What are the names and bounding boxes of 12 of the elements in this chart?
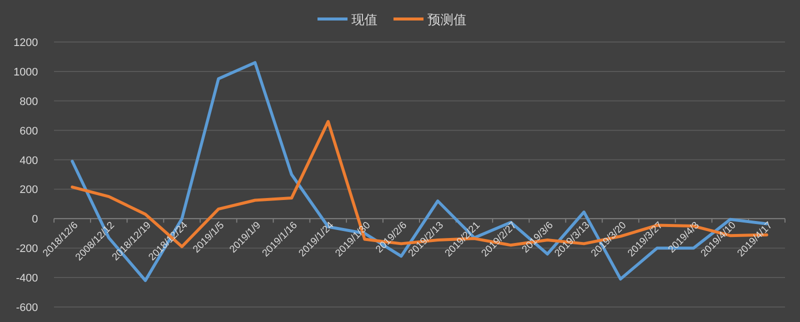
legend-label: 预测值 [428, 12, 466, 27]
y-tick-label: 1000 [14, 66, 38, 78]
y-tick-label: 600 [20, 125, 38, 138]
y-tick-label: 400 [20, 154, 38, 167]
y-tick-label: 1200 [14, 37, 38, 49]
y-tick-label: -400 [16, 272, 38, 285]
y-tick-label: -600 [16, 302, 38, 314]
y-tick-label: 0 [32, 214, 38, 226]
legend-label: 现值 [352, 12, 378, 27]
y-tick-label: -200 [16, 243, 38, 256]
y-tick-label: 200 [20, 184, 38, 196]
y-tick-label: 800 [20, 96, 38, 108]
